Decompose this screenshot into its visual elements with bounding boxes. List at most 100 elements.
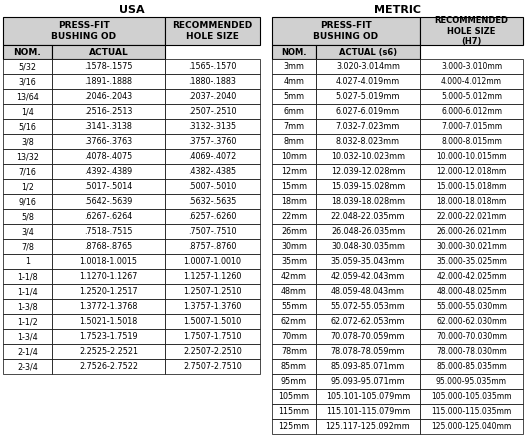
Text: .4069-.4072: .4069-.4072 [188, 152, 237, 161]
Text: 1.3772-1.3768: 1.3772-1.3768 [79, 302, 138, 311]
Bar [3, 119, 52, 134]
Bar [52, 329, 165, 344]
Text: 35.059-35.043mm: 35.059-35.043mm [331, 257, 405, 266]
Bar [165, 149, 260, 164]
Bar [165, 209, 260, 224]
Text: .1565-.1570: .1565-.1570 [188, 62, 237, 71]
Text: 125mm: 125mm [278, 422, 310, 431]
Bar [316, 359, 420, 374]
Text: 115mm: 115mm [278, 407, 310, 416]
Text: 1.0018-1.0015: 1.0018-1.0015 [79, 257, 137, 266]
Text: 95.093-95.071mm: 95.093-95.071mm [331, 377, 406, 386]
Text: RECOMMENDED
HOLE SIZE
(H7): RECOMMENDED HOLE SIZE (H7) [434, 16, 509, 46]
Text: 2-3/4: 2-3/4 [17, 362, 38, 371]
Text: .7507-.7510: .7507-.7510 [188, 227, 237, 236]
Bar [272, 224, 316, 239]
Bar [316, 344, 420, 359]
Bar [52, 209, 165, 224]
Bar [3, 299, 52, 314]
Text: 2.7526-2.7522: 2.7526-2.7522 [79, 362, 138, 371]
Text: 1.7523-1.7519: 1.7523-1.7519 [79, 332, 138, 341]
Text: 125.000-125.040mm: 125.000-125.040mm [431, 422, 512, 431]
Text: 70.078-70.059mm: 70.078-70.059mm [331, 332, 405, 341]
Bar [420, 299, 523, 314]
Bar [52, 179, 165, 194]
Text: 30.048-30.035mm: 30.048-30.035mm [331, 242, 405, 251]
Bar [52, 194, 165, 209]
Bar [316, 239, 420, 254]
Text: 125.117-125.092mm: 125.117-125.092mm [326, 422, 410, 431]
Text: 5.000-5.012mm: 5.000-5.012mm [441, 92, 502, 101]
Bar [52, 224, 165, 239]
Bar [272, 179, 316, 194]
Bar [165, 359, 260, 374]
Bar [316, 389, 420, 404]
Bar [52, 239, 165, 254]
Bar [165, 59, 260, 74]
Bar [272, 344, 316, 359]
Bar [420, 104, 523, 119]
Bar [165, 269, 260, 284]
Bar [316, 119, 420, 134]
Bar [3, 104, 52, 119]
Text: 3/8: 3/8 [21, 137, 34, 146]
Text: 5mm: 5mm [284, 92, 305, 101]
Text: 62.000-62.030mm: 62.000-62.030mm [436, 317, 507, 326]
Bar [165, 17, 260, 45]
Bar [272, 419, 316, 434]
Text: PRESS-FIT
BUSHING OD: PRESS-FIT BUSHING OD [313, 21, 379, 41]
Text: .2507-.2510: .2507-.2510 [188, 107, 237, 116]
Bar [3, 149, 52, 164]
Text: 7/8: 7/8 [21, 242, 34, 251]
Text: 42mm: 42mm [281, 272, 307, 281]
Text: .2046-.2043: .2046-.2043 [85, 92, 133, 101]
Text: 95.000-95.035mm: 95.000-95.035mm [436, 377, 507, 386]
Bar [316, 299, 420, 314]
Bar [3, 164, 52, 179]
Bar [3, 224, 52, 239]
Text: 12.000-12.018mm: 12.000-12.018mm [437, 167, 507, 176]
Text: .5007-.5010: .5007-.5010 [188, 182, 237, 191]
Text: .5632-.5635: .5632-.5635 [188, 197, 237, 206]
Text: 3mm: 3mm [284, 62, 305, 71]
Text: 4mm: 4mm [284, 77, 305, 86]
Text: 62.072-62.053mm: 62.072-62.053mm [331, 317, 405, 326]
Text: 35.000-35.025mm: 35.000-35.025mm [436, 257, 507, 266]
Bar [420, 344, 523, 359]
Text: 1-3/4: 1-3/4 [17, 332, 38, 341]
Bar [272, 194, 316, 209]
Text: 7.000-7.015mm: 7.000-7.015mm [441, 122, 502, 131]
Text: 12mm: 12mm [281, 167, 307, 176]
Bar [165, 314, 260, 329]
Bar [316, 404, 420, 419]
Bar [420, 254, 523, 269]
Bar [165, 194, 260, 209]
Text: .4382-.4385: .4382-.4385 [188, 167, 237, 176]
Text: 3/4: 3/4 [21, 227, 34, 236]
Text: 1-1/2: 1-1/2 [17, 317, 38, 326]
Bar [420, 359, 523, 374]
Text: 1.1257-1.1260: 1.1257-1.1260 [184, 272, 241, 281]
Bar [420, 284, 523, 299]
Text: 1.7507-1.7510: 1.7507-1.7510 [183, 332, 242, 341]
Text: .3132-.3135: .3132-.3135 [188, 122, 237, 131]
Bar [316, 89, 420, 104]
Text: 6.027-6.019mm: 6.027-6.019mm [336, 107, 400, 116]
Bar [316, 59, 420, 74]
Text: 13/32: 13/32 [16, 152, 39, 161]
Bar [272, 284, 316, 299]
Bar [52, 314, 165, 329]
Text: 12.039-12.028mm: 12.039-12.028mm [331, 167, 405, 176]
Bar [272, 164, 316, 179]
Text: 62mm: 62mm [281, 317, 307, 326]
Text: 22.000-22.021mm: 22.000-22.021mm [437, 212, 507, 221]
Text: 1.5021-1.5018: 1.5021-1.5018 [79, 317, 138, 326]
Bar [420, 329, 523, 344]
Bar [272, 239, 316, 254]
Text: 2-1/4: 2-1/4 [17, 347, 38, 356]
Text: 1-1/8: 1-1/8 [17, 272, 38, 281]
Bar [165, 329, 260, 344]
Bar [165, 134, 260, 149]
Bar [3, 17, 165, 45]
Text: 1.2507-1.2510: 1.2507-1.2510 [183, 287, 242, 296]
